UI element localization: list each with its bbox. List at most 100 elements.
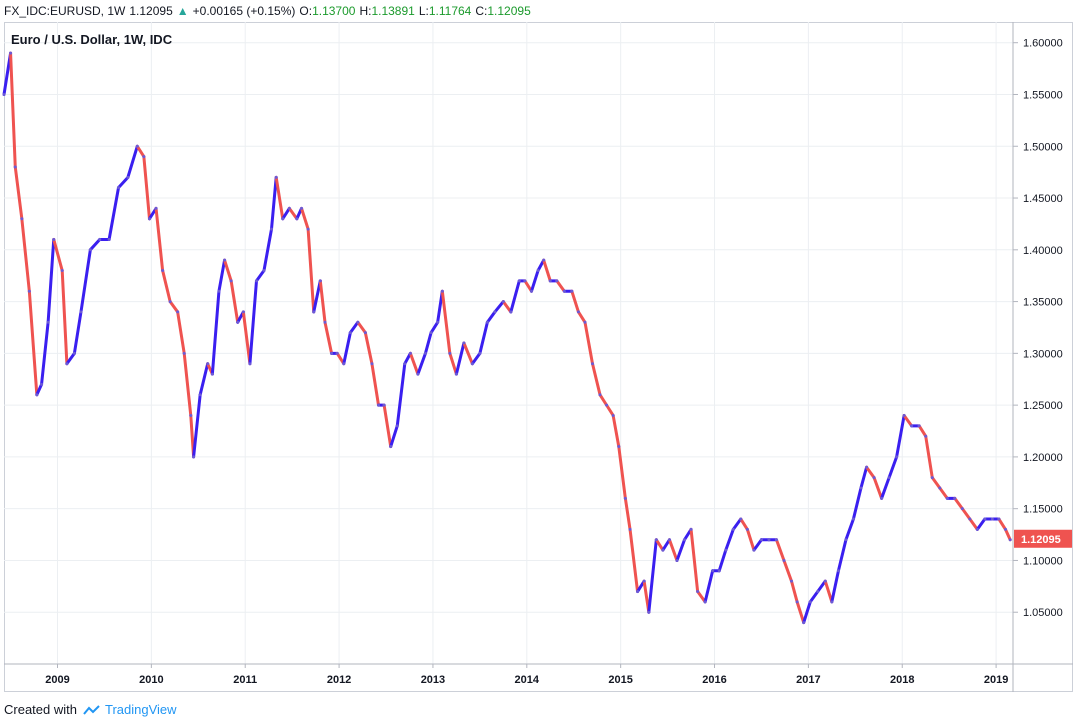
price-point — [342, 362, 346, 366]
price-segment — [440, 289, 452, 355]
price-change: +0.00165 (+0.15%) — [192, 4, 296, 18]
price-point — [598, 393, 602, 397]
price-point — [65, 362, 69, 366]
price-segment — [851, 486, 863, 521]
price-segment — [844, 517, 855, 542]
price-segment — [872, 476, 884, 500]
price-point — [795, 600, 799, 604]
axes — [4, 22, 1073, 692]
price-segment — [823, 579, 834, 604]
price-segment — [953, 496, 964, 511]
price-segment — [830, 569, 840, 604]
price-point — [689, 527, 693, 531]
price-segment — [591, 362, 602, 397]
y-tick-label: 1.35000 — [1023, 297, 1063, 309]
price-point — [454, 372, 458, 376]
footer: Created with TradingView — [4, 702, 177, 717]
price-point — [262, 269, 266, 273]
price-point — [591, 362, 595, 366]
price-point — [836, 569, 840, 573]
price-point — [168, 300, 172, 304]
price-point — [176, 310, 180, 314]
price-point — [887, 476, 891, 480]
price-segment — [176, 310, 186, 355]
price-point — [1003, 527, 1007, 531]
price-point — [423, 351, 427, 355]
price-segment — [342, 331, 352, 366]
price-point — [377, 403, 381, 407]
price-segment — [865, 465, 876, 480]
y-tick-label: 1.40000 — [1023, 245, 1063, 257]
price-segment — [356, 320, 367, 335]
price-point — [210, 372, 214, 376]
price-point — [126, 175, 130, 179]
price-point — [98, 237, 102, 241]
price-segment — [789, 579, 799, 604]
tradingview-brand[interactable]: TradingView — [104, 702, 177, 717]
price-point — [27, 289, 31, 293]
price-segment — [583, 320, 595, 366]
open-value: 1.13700 — [312, 4, 356, 18]
price-segment — [689, 527, 700, 594]
price-segment — [35, 382, 44, 397]
price-segment — [323, 320, 334, 355]
price-segment — [363, 331, 374, 366]
price-segment — [20, 217, 31, 293]
price-point — [330, 351, 334, 355]
price-point — [485, 320, 489, 324]
price-point — [968, 517, 972, 521]
price-segment — [917, 424, 928, 438]
price-point — [436, 320, 440, 324]
price-point — [72, 351, 76, 355]
price-point — [300, 206, 304, 210]
price-point — [576, 310, 580, 314]
price-point — [348, 331, 352, 335]
tradingview-logo-icon — [83, 704, 100, 715]
price-segment — [470, 351, 482, 366]
price-point — [318, 279, 322, 283]
price-point — [142, 155, 146, 159]
price-point — [161, 269, 165, 273]
chart-frame[interactable] — [4, 22, 1073, 692]
price-point — [816, 590, 820, 594]
price-point — [223, 258, 227, 262]
price-segment — [370, 362, 381, 407]
price-point — [895, 455, 899, 459]
price-segment — [808, 590, 820, 604]
price-point — [938, 486, 942, 490]
high-value: 1.13891 — [371, 4, 415, 18]
price-segment — [192, 393, 202, 459]
price-segment — [576, 310, 587, 324]
price-point — [281, 217, 285, 221]
x-tick-label: 2010 — [139, 674, 163, 686]
price-segment — [198, 362, 210, 397]
price-segment — [65, 351, 76, 366]
symbol-label[interactable]: FX_IDC:EURUSD, 1W — [4, 4, 126, 18]
price-point — [711, 569, 715, 573]
close-label: C: — [475, 4, 488, 18]
price-point — [408, 351, 412, 355]
price-point — [270, 227, 274, 231]
price-segment — [717, 548, 728, 573]
price-point — [323, 320, 327, 324]
price-segment — [229, 279, 240, 324]
price-segment — [774, 538, 786, 562]
low-label: L: — [418, 4, 429, 18]
price-point — [975, 527, 979, 531]
price-point — [859, 486, 863, 490]
price-segment — [287, 206, 299, 221]
price-point — [403, 362, 407, 366]
price-point — [997, 517, 1001, 521]
close-value: 1.12095 — [487, 4, 531, 18]
price-segment — [802, 600, 812, 625]
price-segment — [570, 289, 580, 314]
price-point — [782, 558, 786, 562]
x-tick-label: 2012 — [327, 674, 351, 686]
price-segment — [654, 538, 665, 552]
price-point — [248, 362, 252, 366]
price-point — [40, 382, 44, 386]
price-segment — [210, 289, 221, 376]
price-point — [675, 558, 679, 562]
price-point — [739, 517, 743, 521]
